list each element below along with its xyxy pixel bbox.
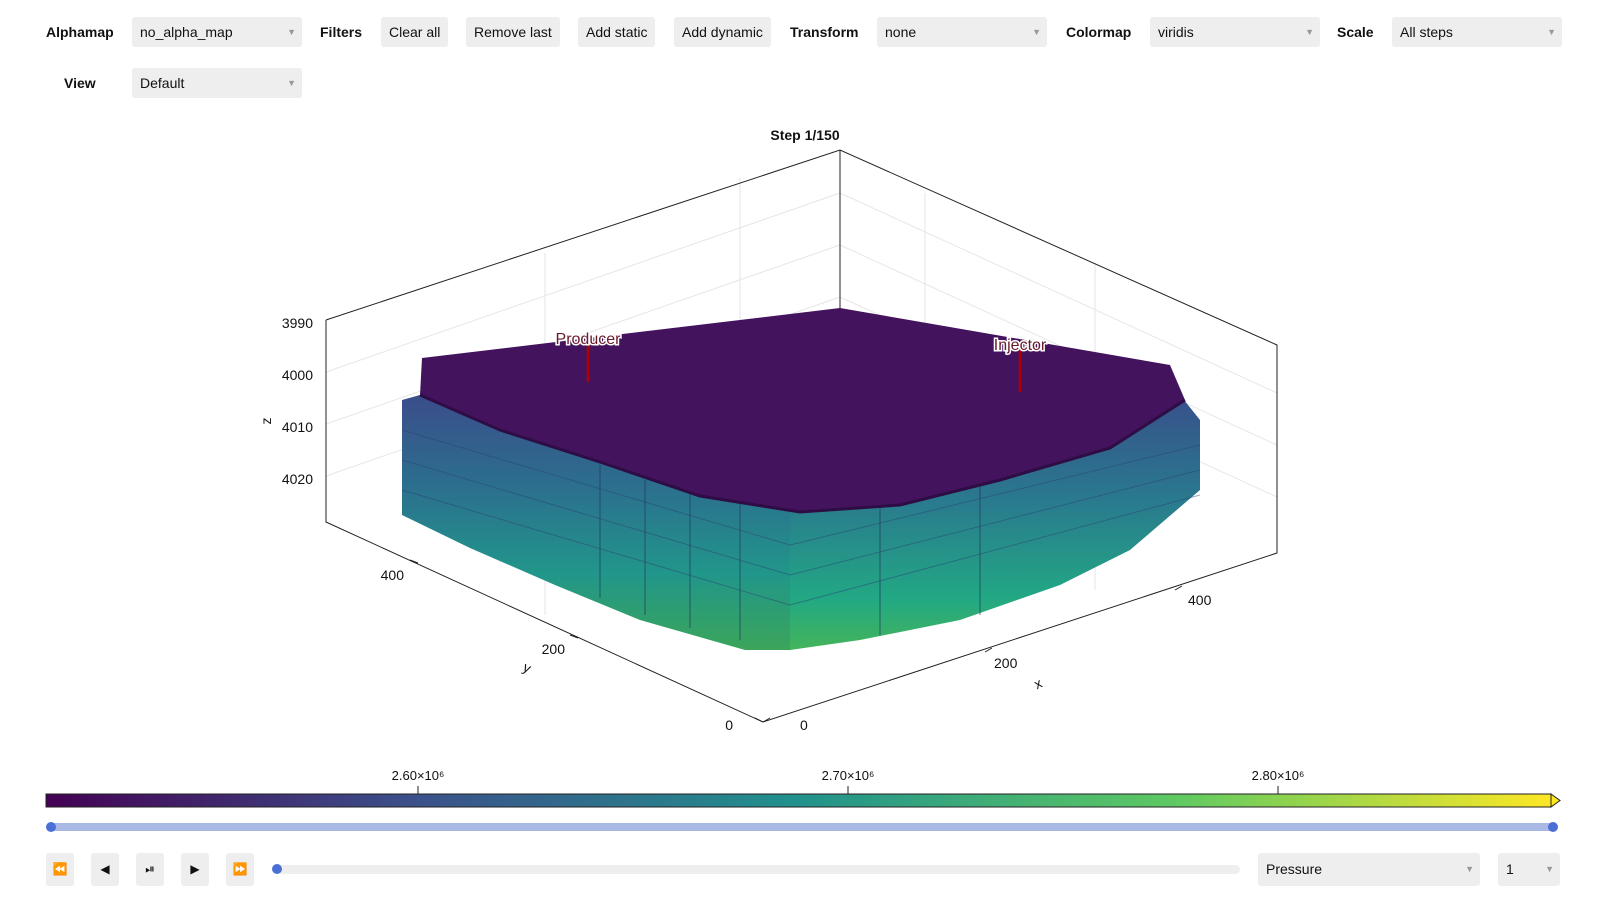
- transform-value: none: [885, 24, 917, 40]
- play-button[interactable]: ▶: [181, 853, 209, 886]
- colormap-label: Colormap: [1066, 24, 1132, 40]
- z-tick-label: 4000: [282, 367, 313, 383]
- colormap-select[interactable]: viridis ▼: [1150, 17, 1320, 47]
- grid-lines: [325, 178, 1278, 615]
- z-tick-label: 4010: [282, 419, 313, 435]
- range-slider-track: [50, 823, 1555, 831]
- range-slider-handle-low: [46, 822, 56, 832]
- field-select[interactable]: Pressure ▼: [1258, 853, 1480, 886]
- colorbar-tick-label: 2.80×10⁶: [1252, 768, 1305, 783]
- colorbar-gradient: [46, 794, 1551, 807]
- scale-select[interactable]: All steps ▼: [1392, 17, 1562, 47]
- chevron-down-icon: ▼: [1305, 27, 1314, 37]
- play-pause-button[interactable]: ⏯: [136, 853, 164, 886]
- chevron-down-icon: ▼: [1032, 27, 1041, 37]
- view-select[interactable]: Default ▼: [132, 68, 302, 98]
- view-label: View: [64, 75, 96, 91]
- z-tick-label: 4020: [282, 471, 313, 487]
- fast-forward-button[interactable]: ⏩: [226, 853, 254, 886]
- scale-label: Scale: [1337, 24, 1374, 40]
- step-value: 1: [1506, 861, 1514, 877]
- y-axis-label: y: [521, 659, 534, 676]
- field-value: Pressure: [1266, 861, 1323, 877]
- x-axis: 0 200 400 x: [762, 585, 1212, 733]
- y-axis: 400 200 0 y: [381, 559, 764, 733]
- chevron-down-icon: ▼: [1547, 27, 1556, 37]
- y-tick-label: 200: [542, 641, 566, 657]
- reservoir-mesh: [401, 308, 1201, 650]
- x-tick-label: 0: [800, 717, 808, 733]
- transform-label: Transform: [790, 24, 859, 40]
- time-slider-handle: [272, 864, 282, 874]
- alphamap-value: no_alpha_map: [140, 24, 233, 40]
- injector-label: Injector: [994, 337, 1047, 354]
- colorbar-tick-label: 2.70×10⁶: [822, 768, 875, 783]
- reservoir-side-right: [790, 395, 1200, 650]
- colorbar-tick-label: 2.60×10⁶: [392, 768, 445, 783]
- remove-last-button[interactable]: Remove last: [466, 17, 560, 47]
- step-select[interactable]: 1 ▼: [1498, 853, 1560, 886]
- z-tick-label: 3990: [282, 315, 313, 331]
- add-dynamic-button[interactable]: Add dynamic: [674, 17, 771, 47]
- y-tick-label: 400: [381, 567, 405, 583]
- alphamap-select[interactable]: no_alpha_map ▼: [132, 17, 302, 47]
- chevron-down-icon: ▼: [1545, 864, 1554, 874]
- colormap-value: viridis: [1158, 24, 1194, 40]
- z-axis: 3990 4000 4010 4020 z: [258, 315, 313, 487]
- z-axis-label: z: [258, 418, 274, 425]
- scale-value: All steps: [1400, 24, 1453, 40]
- step-back-button[interactable]: ◀: [91, 853, 119, 886]
- chevron-down-icon: ▼: [1465, 864, 1474, 874]
- clear-all-button[interactable]: Clear all: [381, 17, 449, 47]
- rewind-button[interactable]: ⏪: [46, 853, 74, 886]
- axis-box: [325, 149, 1278, 723]
- x-axis-label: x: [1031, 675, 1044, 692]
- x-tick-label: 400: [1188, 592, 1212, 608]
- chevron-down-icon: ▼: [287, 78, 296, 88]
- time-slider: [272, 864, 1240, 874]
- reservoir-side-left: [402, 395, 790, 650]
- producer-label: Producer: [556, 331, 622, 348]
- range-slider: [46, 822, 1558, 832]
- reservoir-top: [420, 308, 1185, 512]
- transform-select[interactable]: none ▼: [877, 17, 1047, 47]
- plot-title: Step 1/150: [770, 127, 839, 143]
- colorbar: 2.60×10⁶ 2.70×10⁶ 2.80×10⁶: [45, 768, 1561, 808]
- time-slider-track: [277, 865, 1240, 874]
- wells: Producer Injector: [554, 330, 1048, 392]
- filters-label: Filters: [320, 24, 363, 40]
- y-tick-label: 0: [725, 717, 733, 733]
- view-value: Default: [140, 75, 185, 91]
- add-static-button[interactable]: Add static: [578, 17, 656, 47]
- range-slider-handle-high: [1548, 822, 1558, 832]
- chevron-down-icon: ▼: [287, 27, 296, 37]
- alphamap-label: Alphamap: [46, 24, 114, 40]
- x-tick-label: 200: [994, 655, 1018, 671]
